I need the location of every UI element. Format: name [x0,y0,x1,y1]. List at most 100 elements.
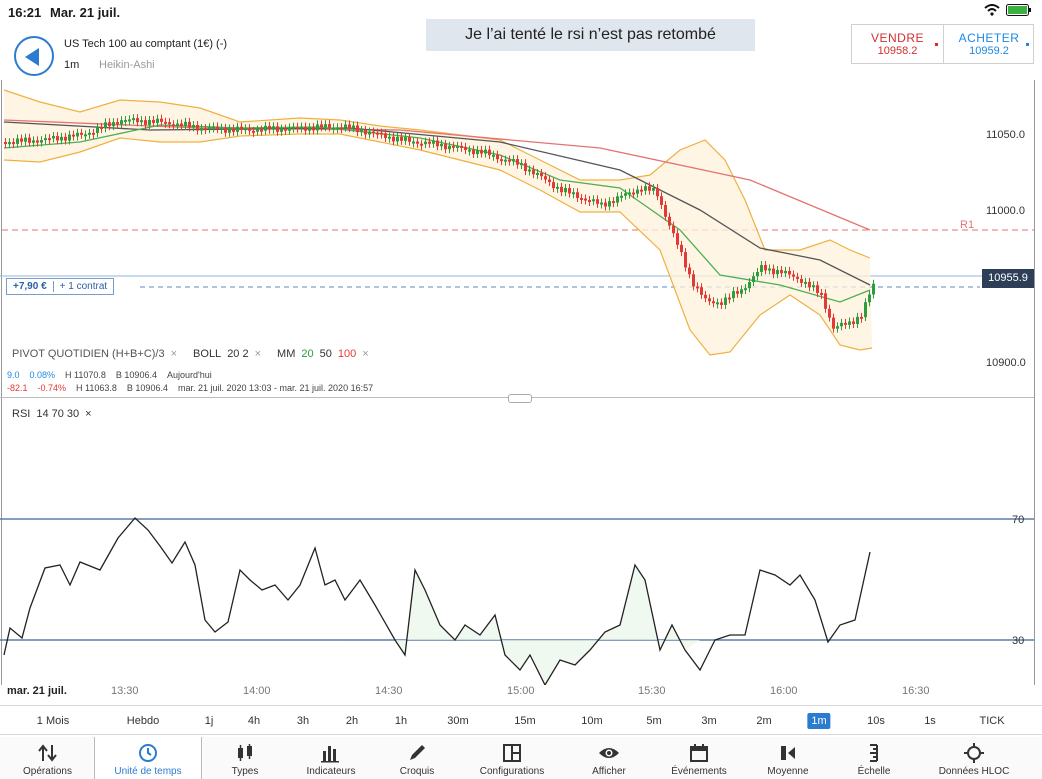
timeframe-15m[interactable]: 15m [514,715,536,727]
calendar-icon [690,744,708,762]
position-badge[interactable]: +7,90 € + 1 contrat [6,278,115,295]
nav-average[interactable]: Moyenne [744,737,832,779]
timeframe-tick[interactable]: TICK [979,715,1005,727]
candle-body [32,140,35,143]
candle-body [236,126,239,132]
candle-body [712,301,715,304]
timeframe-2h[interactable]: 2h [345,715,359,727]
candle-body [452,145,455,148]
instrument-title[interactable]: US Tech 100 au comptant (1€) (-) [64,38,228,50]
pencil-icon [410,745,425,760]
timeframe-1m[interactable]: 1m [807,713,831,729]
timeframe-1s[interactable]: 1s [924,715,936,727]
nav-types[interactable]: Types [202,737,288,779]
nav-events[interactable]: Événements [654,737,744,779]
rsi-legend: RSI 14 70 30 × [12,408,92,420]
pivot-indicator-label[interactable]: PIVOT QUOTIDIEN (H+B+C)/3 [12,348,165,360]
candle-body [424,141,427,145]
timeframe-3h[interactable]: 3h [296,715,310,727]
candle-body [392,136,395,142]
timeframe-10s[interactable]: 10s [867,715,885,727]
candle-body [384,133,387,138]
price-axis-label: 11050.0 [986,129,1025,141]
candle-body [448,145,451,150]
nav-label: Données HLOC [938,766,1010,777]
trade-panel: VENDRE 10958.2 ACHETER 10959.2 [851,24,1034,64]
candle-body [872,283,875,295]
date-axis-label: 16:00 [770,685,798,697]
candle-body [136,118,139,123]
close-rsi-icon[interactable]: × [85,408,92,420]
candle-body [92,132,95,135]
boll-indicator-label[interactable]: BOLL [193,348,222,360]
candle-body [432,140,435,144]
mm-indicator-label[interactable]: MM [277,348,296,360]
candle-body [476,149,479,155]
timeframe-4h[interactable]: 4h [247,715,261,727]
candle-body [604,202,607,207]
average-icon [781,746,795,760]
bars-icon [321,746,339,763]
back-button[interactable] [14,36,54,76]
chart-canvas[interactable]: 11050.0 11000.0 10900.0 R1 70 30 [0,80,1042,685]
candle-body [484,149,487,154]
candle-body [548,179,551,183]
nav-sketch[interactable]: Croquis [374,737,460,779]
candle-body [736,291,739,294]
candle-body [400,136,403,141]
candle-body [628,192,631,195]
timeframe-1-mois[interactable]: 1 Mois [36,715,70,727]
candle-body [388,136,391,139]
candle-body [652,188,655,191]
candle-body [596,199,599,204]
candle-body [468,149,471,152]
buy-button[interactable]: ACHETER 10959.2 [944,25,1034,63]
candle-body [744,288,747,291]
candle-body [116,122,119,125]
candle-body [464,146,467,150]
nav-configurations[interactable]: Configurations [460,737,564,779]
timeframe-5m[interactable]: 5m [646,715,662,727]
close-mm-icon[interactable]: × [362,348,369,360]
timeframe-hebdo[interactable]: Hebdo [126,715,160,727]
bottom-toolbar: Opérations Unité de temps Types Indicate… [0,737,1042,779]
close-boll-icon[interactable]: × [254,348,262,360]
nav-time-unit[interactable]: Unité de temps [94,737,202,779]
stats-row-today: 9.0 0.08% H 11070.8 B 10906.4 Aujourd'hu… [7,370,373,383]
candle-body [348,124,351,129]
timeframe-30m[interactable]: 30m [447,715,469,727]
candle-body [580,197,583,200]
rsi-indicator-label[interactable]: RSI [12,408,31,420]
timeframe-1j[interactable]: 1j [204,715,214,727]
candle-body [684,252,687,268]
timeframe-3m[interactable]: 3m [701,715,717,727]
candle-body [204,128,207,131]
candle-body [160,118,163,122]
candle-body [168,122,171,125]
nav-indicators[interactable]: Indicateurs [288,737,374,779]
sell-button[interactable]: VENDRE 10958.2 [852,25,944,63]
nav-scale[interactable]: Échelle [832,737,916,779]
candle-body [60,136,63,141]
candle-body [192,125,195,128]
nav-hloc-data[interactable]: Données HLOC [916,737,1032,779]
timeframe-10m[interactable]: 10m [581,715,603,727]
candle-body [428,141,431,144]
candle-body [768,268,771,271]
close-pivot-icon[interactable]: × [170,348,178,360]
candle-body [644,186,647,191]
panel-resize-handle[interactable] [508,394,532,403]
candle-body [420,143,423,146]
indicator-legend: PIVOT QUOTIDIEN (H+B+C)/3 × BOLL 20 2 × … [12,348,369,360]
nav-display[interactable]: Afficher [564,737,654,779]
candle-body [140,120,143,123]
candle-body [156,118,159,123]
date-axis-label: 15:30 [638,685,666,697]
timeframe-2m[interactable]: 2m [756,715,772,727]
bollinger-lower-line [3,133,873,356]
nav-label: Moyenne [767,766,809,777]
candle-body [720,302,723,305]
nav-operations[interactable]: Opérations [0,737,95,779]
timeframe-1h[interactable]: 1h [394,715,408,727]
candle-body [332,127,335,130]
